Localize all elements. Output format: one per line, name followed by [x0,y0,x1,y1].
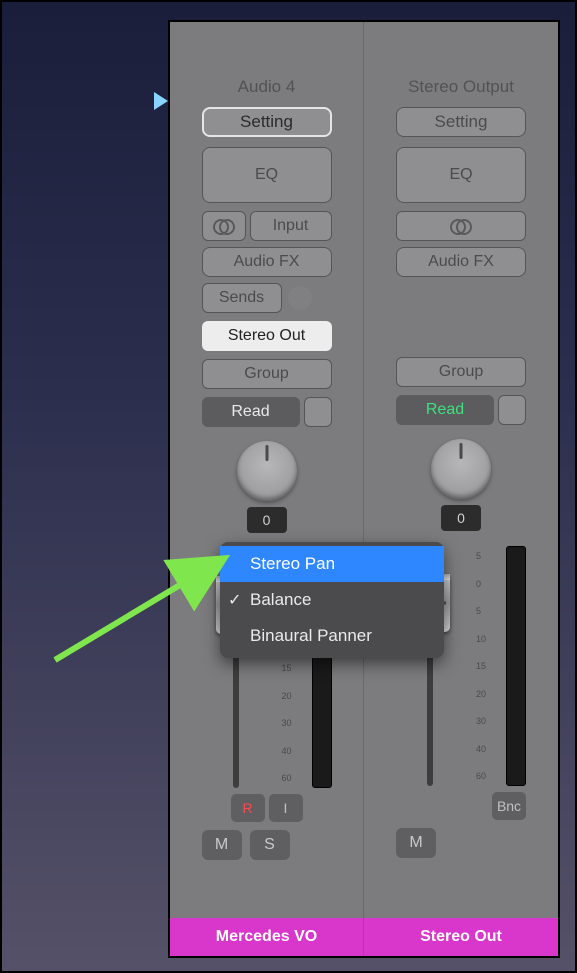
checkmark-icon: ✓ [228,590,241,610]
group-slot[interactable]: Group [202,359,332,389]
scale-label: 0 [476,579,481,589]
group-slot[interactable]: Group [396,357,526,387]
fader-scale: 5 0 5 10 15 20 30 40 60 [472,546,498,786]
scale-label: 60 [282,773,292,783]
pan-knob[interactable] [237,441,297,501]
automation-row: Read [202,397,332,427]
scale-label: 30 [282,718,292,728]
scale-label: 30 [476,716,486,726]
scale-label: 40 [476,744,486,754]
mute-solo-row: M [396,828,526,858]
channel-strip-audio4: Audio 4 Setting EQ Input Audio FX Sends … [170,22,364,956]
sends-slot[interactable]: Sends [202,283,282,313]
pan-context-menu[interactable]: Stereo Pan ✓ Balance Binaural Panner [220,542,444,658]
scale-label: 15 [476,661,486,671]
setting-button[interactable]: Setting [396,107,526,137]
input-row: Input [202,211,332,241]
stereo-format-button[interactable] [396,211,526,241]
scale-label: 10 [476,634,486,644]
bounce-button[interactable]: Bnc [492,792,526,820]
scale-label: 60 [476,771,486,781]
menu-item-label: Binaural Panner [250,626,372,646]
automation-menu-button[interactable] [498,395,526,425]
track-name-label[interactable]: Mercedes VO [170,918,363,956]
mixer-panel: Audio 4 Setting EQ Input Audio FX Sends … [168,20,560,958]
scale-label: 40 [282,746,292,756]
level-meter [506,546,526,786]
audiofx-slot[interactable]: Audio FX [396,247,526,277]
input-slot[interactable]: Input [250,211,332,241]
audiofx-slot[interactable]: Audio FX [202,247,332,277]
eq-slot[interactable]: EQ [202,147,332,203]
pan-value-display: 0 [247,507,287,533]
stereo-icon [450,219,472,233]
mute-button[interactable]: M [202,830,242,860]
sends-row: Sends [202,283,332,313]
scale-label: 5 [476,551,481,561]
pan-knob[interactable] [431,439,491,499]
pan-value-display: 0 [441,505,481,531]
menu-item-stereo-pan[interactable]: Stereo Pan [220,546,444,582]
rec-input-row: R I [202,794,332,822]
menu-item-label: Stereo Pan [250,554,335,574]
automation-mode-button[interactable]: Read [396,395,494,425]
automation-row: Read [396,395,526,425]
menu-item-balance[interactable]: ✓ Balance [220,582,444,618]
send-knob-icon[interactable] [288,286,312,310]
automation-menu-button[interactable] [304,397,332,427]
stereo-icon [213,219,235,233]
bounce-row: Bnc [396,792,526,820]
strip-title: Stereo Output [364,77,558,101]
track-pointer-icon [154,92,168,110]
input-monitor-button[interactable]: I [269,794,303,822]
menu-item-binaural-panner[interactable]: Binaural Panner [220,618,444,654]
scale-label: 5 [476,606,481,616]
menu-item-label: Balance [250,590,311,610]
scale-label: 15 [282,663,292,673]
scale-label: 20 [282,691,292,701]
record-enable-button[interactable]: R [231,794,265,822]
strip-title: Audio 4 [170,77,363,101]
channel-strip-stereo-out: Stereo Output Setting EQ Audio FX Group … [364,22,558,956]
setting-button[interactable]: Setting [202,107,332,137]
eq-slot[interactable]: EQ [396,147,526,203]
mute-solo-row: M S [202,830,332,860]
scale-label: 20 [476,689,486,699]
solo-button[interactable]: S [250,830,290,860]
stereo-format-button[interactable] [202,211,246,241]
track-name-label[interactable]: Stereo Out [364,918,558,956]
mute-button[interactable]: M [396,828,436,858]
automation-mode-button[interactable]: Read [202,397,300,427]
output-slot[interactable]: Stereo Out [202,321,332,351]
input-row [396,211,526,241]
